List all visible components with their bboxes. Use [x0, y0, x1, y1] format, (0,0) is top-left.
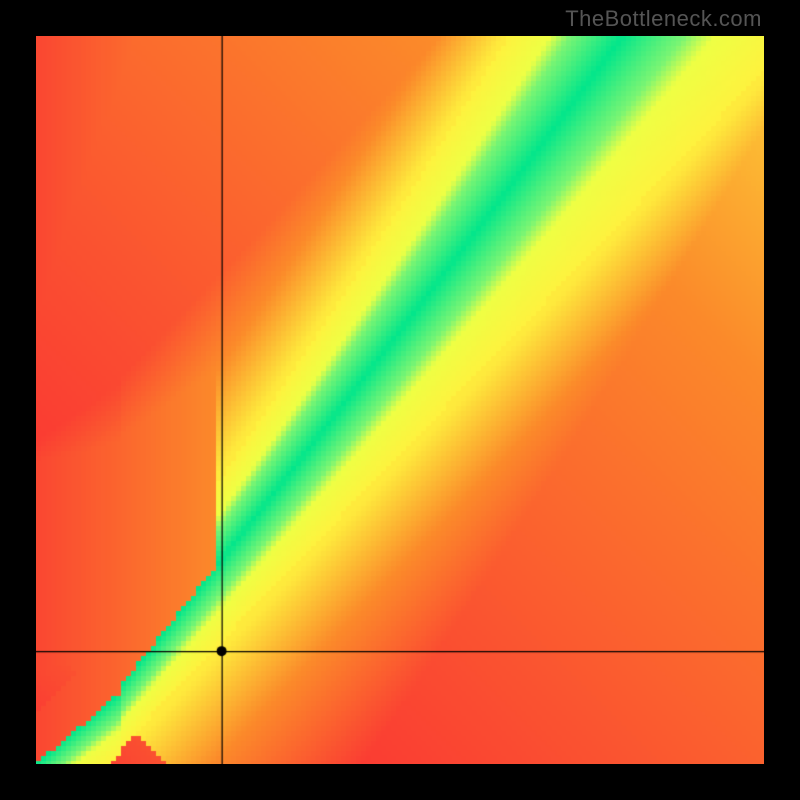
- plot-area: [36, 36, 764, 764]
- chart-frame: TheBottleneck.com: [0, 0, 800, 800]
- bottleneck-heatmap: [36, 36, 764, 764]
- watermark-text: TheBottleneck.com: [565, 6, 762, 32]
